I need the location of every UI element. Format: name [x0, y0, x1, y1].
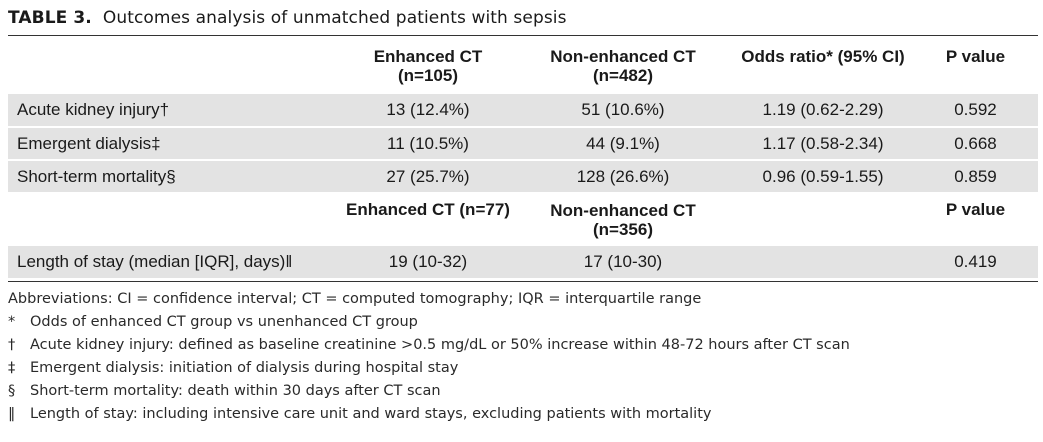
cell-p-value: 0.668 — [954, 133, 997, 153]
table-row: Emergent dialysis‡ 11 (10.5%) 44 (9.1%) … — [8, 128, 1038, 159]
row-label: Emergent dialysis‡ — [17, 133, 161, 153]
table-row: Short-term mortality§ 27 (25.7%) 128 (26… — [8, 161, 1038, 192]
col-header-odds-ratio: Odds ratio* (95% CI) — [741, 47, 905, 66]
col-header-nonenhanced-label: Non-enhanced CT — [550, 47, 696, 66]
table-row: Acute kidney injury† 13 (12.4%) 51 (10.6… — [8, 94, 1038, 126]
col-header-enhanced-n: (n=105) — [398, 66, 458, 85]
footnote-symbol: * — [8, 314, 16, 330]
footnote-symbol: ‡ — [8, 360, 16, 376]
cell-p-value: 0.859 — [954, 166, 997, 186]
footnote-text: Emergent dialysis: initiation of dialysi… — [30, 360, 459, 376]
footnote-text: Length of stay: including intensive care… — [30, 406, 712, 422]
row-label: Acute kidney injury† — [17, 100, 170, 119]
footnote-aki: † Acute kidney injury: defined as baselin… — [8, 334, 850, 357]
footnote-text: Acute kidney injury: defined as baseline… — [30, 337, 850, 353]
col-header-nonenhanced-2-label: Non-enhanced CT — [550, 201, 696, 220]
footnote-dialysis: ‡ Emergent dialysis: initiation of dialys… — [8, 357, 850, 380]
col-header-nonenhanced: Non-enhanced CT (n=482) — [523, 38, 723, 94]
cell-odds-ratio: 0.96 (0.59-1.55) — [762, 166, 884, 186]
cell-enhanced: 13 (12.4%) — [386, 100, 470, 119]
footnote-los: ‖ Length of stay: including intensive car… — [8, 403, 850, 426]
col-header-nonenhanced-n: (n=482) — [592, 66, 653, 85]
cell-nonenhanced: 128 (26.6%) — [576, 166, 670, 186]
col-header-enhanced-label: Enhanced CT — [373, 47, 483, 66]
footnote-symbol: § — [8, 383, 16, 399]
footnote-odds: * Odds of enhanced CT group vs unenhanced… — [8, 311, 850, 334]
col-header-nonenhanced-2: Non-enhanced CT (n=356) — [523, 194, 723, 246]
cell-enhanced: 11 (10.5%) — [387, 133, 469, 153]
col-header-enhanced-2: Enhanced CT (n=77) — [346, 200, 510, 219]
footnote-text: Short-term mortality: death within 30 da… — [30, 383, 441, 399]
cell-enhanced: 19 (10-32) — [388, 252, 468, 271]
footnote-mortality: § Short-term mortality: death within 30 d… — [8, 380, 850, 403]
footnote-symbol: † — [8, 337, 16, 353]
bottom-rule — [8, 281, 1038, 282]
row-divider — [8, 126, 1038, 128]
row-label: Length of stay (median [IQR], days)‖ — [17, 252, 293, 271]
table-caption: Outcomes analysis of unmatched patients … — [102, 8, 567, 28]
header-row-2: Enhanced CT (n=77) Non-enhanced CT (n=356… — [8, 194, 1038, 246]
row-label: Short-term mortality§ — [17, 166, 176, 186]
cell-enhanced: 27 (25.7%) — [386, 166, 470, 186]
cell-odds-ratio: 1.17 (0.58-2.34) — [762, 133, 884, 153]
cell-p-value: 0.592 — [954, 100, 997, 119]
row-divider — [8, 159, 1038, 161]
cell-p-value: 0.419 — [954, 252, 997, 271]
col-header-enhanced: Enhanced CT (n=105) — [348, 38, 508, 94]
footnote-text: Odds of enhanced CT group vs unenhanced … — [30, 314, 418, 330]
table-title: TABLE 3. Outcomes analysis of unmatched … — [8, 8, 567, 28]
table-row-length-of-stay: Length of stay (median [IQR], days)‖ 19 … — [8, 246, 1038, 278]
cell-nonenhanced: 44 (9.1%) — [586, 133, 660, 153]
footnotes: Abbreviations: CI = confidence interval;… — [8, 288, 850, 426]
col-header-p-value: P value — [945, 47, 1006, 66]
header-row-1: Enhanced CT (n=105) Non-enhanced CT (n=482… — [8, 38, 1038, 94]
cell-odds-ratio: 1.19 (0.62-2.29) — [762, 100, 884, 119]
col-header-nonenhanced-2-n: (n=356) — [592, 220, 653, 239]
col-header-p-value-2: P value — [945, 200, 1006, 219]
footnote-symbol: ‖ — [8, 406, 16, 422]
cell-nonenhanced: 51 (10.6%) — [581, 100, 665, 119]
cell-nonenhanced: 17 (10-30) — [583, 252, 663, 271]
table-number: TABLE 3. — [8, 8, 92, 28]
abbreviations: Abbreviations: CI = confidence interval;… — [8, 291, 702, 307]
top-rule — [8, 35, 1038, 36]
